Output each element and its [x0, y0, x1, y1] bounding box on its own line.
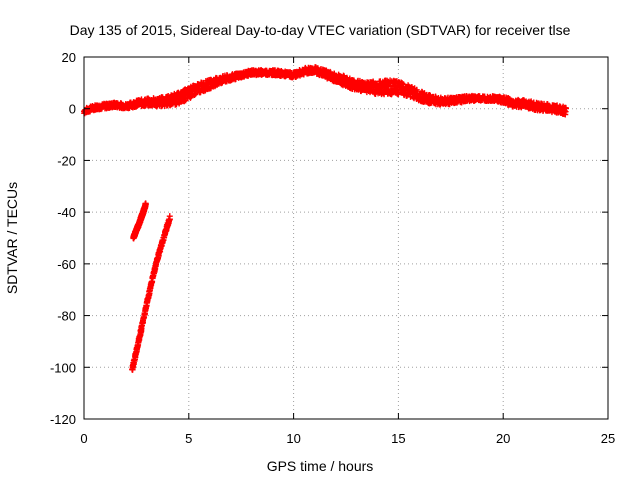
y-tick-label: 0 — [69, 102, 76, 117]
x-tick-label: 5 — [185, 431, 192, 446]
x-axis-label: GPS time / hours — [266, 458, 374, 474]
y-tick-label: -40 — [57, 205, 76, 220]
x-tick-label: 20 — [496, 431, 510, 446]
data-point — [192, 90, 199, 97]
chart-title: Day 135 of 2015, Sidereal Day-to-day VTE… — [69, 22, 571, 38]
y-tick-label: -20 — [57, 153, 76, 168]
y-tick-label: -120 — [50, 412, 76, 427]
y-tick-label: 20 — [62, 50, 76, 65]
x-tick-label: 25 — [601, 431, 615, 446]
plot-frame — [83, 56, 609, 420]
x-tick-label: 10 — [286, 431, 300, 446]
x-tick-label: 0 — [80, 431, 87, 446]
data-point — [166, 213, 173, 220]
y-tick-label: -60 — [57, 257, 76, 272]
x-tick-label: 15 — [391, 431, 405, 446]
data-point — [563, 105, 570, 112]
y-tick-label: -100 — [50, 360, 76, 375]
data-points — [81, 64, 570, 373]
axis-ticks: 0 5 10 15 20 25 -120 -100 -80 -60 -40 -20 0 20 — [50, 50, 615, 446]
data-point — [142, 200, 149, 207]
y-tick-label: -80 — [57, 309, 76, 324]
